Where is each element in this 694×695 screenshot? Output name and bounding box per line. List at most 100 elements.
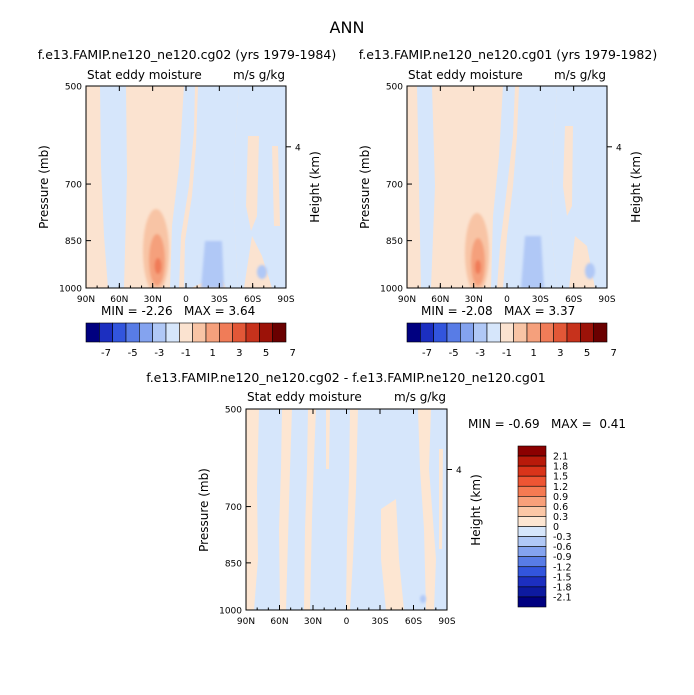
x-tick-label: 90S: [277, 295, 294, 305]
panel-1-variable-label: Stat eddy moisture: [87, 68, 202, 82]
colorbar-label: 1.2: [553, 482, 568, 493]
colorbar-label: 2.1: [553, 452, 568, 463]
x-tick-label: 30N: [304, 617, 322, 627]
colorbar-swatch: [205, 322, 220, 343]
panel-1-axis-ticks: 90N 60N 30N 0 30S 60S 90S 500 700 850 1000 4: [59, 83, 301, 306]
x-tick-label: 60S: [405, 617, 422, 627]
colorbar-swatch: [526, 322, 541, 343]
panel-3-y-axis-label: Pressure (mb): [197, 468, 211, 552]
colorbar-label: -2.1: [553, 592, 572, 603]
colorbar-swatch: [517, 556, 547, 568]
colorbar-swatch: [139, 322, 153, 343]
colorbar-label: 5: [263, 348, 269, 359]
panel-3: f.e13.FAMIP.ne120_ne120.cg02 - f.e13.FAM…: [146, 370, 626, 627]
colorbar-swatch: [406, 322, 421, 343]
x-tick-label: 0: [344, 617, 350, 627]
colorbar-swatch: [540, 322, 554, 343]
colorbar-label: -5: [449, 348, 459, 359]
colorbar-swatch: [245, 322, 260, 343]
x-tick-label: 0: [504, 295, 510, 305]
colorbar-swatch: [99, 322, 113, 343]
x-tick-label: 30S: [371, 617, 388, 627]
colorbar-swatch: [179, 322, 193, 343]
colorbar-swatch: [517, 485, 547, 497]
colorbar-label: -1: [181, 348, 191, 359]
colorbar-swatch: [517, 596, 547, 608]
colorbar-label: -1.2: [553, 562, 572, 573]
colorbar-label: 0.6: [553, 502, 568, 513]
panel-1-colorbar: -7 -5 -3 -1 1 3 5 7: [85, 322, 296, 359]
panel-2-title: f.e13.FAMIP.ne120_ne120.cg01 (yrs 1979-1…: [359, 47, 657, 62]
height-tick-label: 4: [295, 143, 301, 153]
colorbar-label: -3: [475, 348, 485, 359]
colorbar-swatch: [580, 322, 594, 343]
panel-3-height-axis-label: Height (km): [469, 474, 483, 545]
colorbar-swatch: [192, 322, 207, 343]
colorbar-label: 7: [289, 348, 295, 359]
colorbar-swatch: [420, 322, 434, 343]
colorbar-swatch: [517, 516, 547, 527]
panel-2-axis-ticks: 90N 60N 30N 0 30S 60S 90S 500 700 850 1000 4: [380, 83, 622, 306]
panel-3-contour-fill: [246, 409, 443, 610]
x-tick-label: 60N: [431, 295, 449, 305]
figure-title: ANN: [330, 18, 365, 37]
y-tick-label: 1000: [219, 607, 242, 617]
colorbar-label: 3: [236, 348, 242, 359]
colorbar-swatch: [517, 536, 547, 547]
x-tick-label: 60S: [244, 295, 261, 305]
colorbar-swatch: [517, 586, 547, 598]
panel-2-height-axis-label: Height (km): [629, 151, 643, 222]
colorbar-swatch: [232, 322, 247, 343]
colorbar-swatch: [219, 322, 233, 343]
panel-1-plot-area: [86, 86, 286, 288]
panel-3-axis-ticks: 90N 60N 30N 0 30S 60S 90S 500 700 850 1000 4: [219, 406, 462, 628]
colorbar-label: -3: [154, 348, 164, 359]
y-tick-label: 700: [65, 181, 82, 191]
colorbar-label: -1: [502, 348, 512, 359]
colorbar-label: 1.8: [553, 462, 568, 473]
colorbar-label: -7: [422, 348, 432, 359]
colorbar-swatch: [517, 506, 547, 517]
colorbar-label: 5: [584, 348, 590, 359]
colorbar-label: -0.3: [553, 532, 572, 543]
panel-1: f.e13.FAMIP.ne120_ne120.cg02 (yrs 1979-1…: [37, 47, 336, 359]
height-tick-label: 4: [616, 143, 622, 153]
colorbar-swatch: [112, 322, 127, 343]
colorbar-swatch: [517, 526, 547, 537]
y-tick-label: 850: [65, 237, 82, 247]
colorbar-swatch: [85, 322, 100, 343]
x-tick-label: 30S: [211, 295, 228, 305]
panel-3-min-max-text: MIN = -0.69 MAX = 0.41: [468, 417, 626, 431]
y-tick-label: 500: [386, 83, 403, 93]
colorbar-label: -5: [128, 348, 138, 359]
panel-1-min-max-text: MIN = -2.26 MAX = 3.64: [101, 304, 255, 318]
colorbar-swatch: [517, 546, 547, 557]
colorbar-label: 1: [209, 348, 215, 359]
colorbar-label: 7: [610, 348, 616, 359]
x-tick-label: 30S: [532, 295, 549, 305]
y-tick-label: 500: [65, 83, 82, 93]
colorbar-label: 1: [530, 348, 536, 359]
x-tick-label: 30N: [465, 295, 483, 305]
y-tick-label: 700: [225, 503, 242, 513]
panel-3-plot-area: [246, 409, 447, 610]
y-tick-label: 1000: [59, 285, 82, 295]
panel-1-title: f.e13.FAMIP.ne120_ne120.cg02 (yrs 1979-1…: [38, 47, 336, 62]
colorbar-label: -1.5: [553, 572, 572, 583]
y-tick-label: 700: [386, 181, 403, 191]
y-tick-label: 1000: [380, 285, 403, 295]
colorbar-swatch: [517, 475, 547, 487]
x-tick-label: 60S: [565, 295, 582, 305]
panel-1-units-label: m/s g/kg: [233, 68, 285, 82]
x-tick-label: 30N: [144, 295, 162, 305]
colorbar-swatch: [165, 322, 180, 343]
colorbar-swatch: [433, 322, 448, 343]
x-tick-label: 90S: [598, 295, 615, 305]
x-tick-label: 90S: [438, 617, 455, 627]
colorbar-swatch: [152, 322, 167, 343]
colorbar-swatch: [125, 322, 140, 343]
x-tick-label: 90N: [77, 295, 95, 305]
colorbar-label: -1.8: [553, 582, 572, 593]
colorbar-swatch: [517, 566, 547, 578]
colorbar-label: -0.6: [553, 542, 572, 553]
